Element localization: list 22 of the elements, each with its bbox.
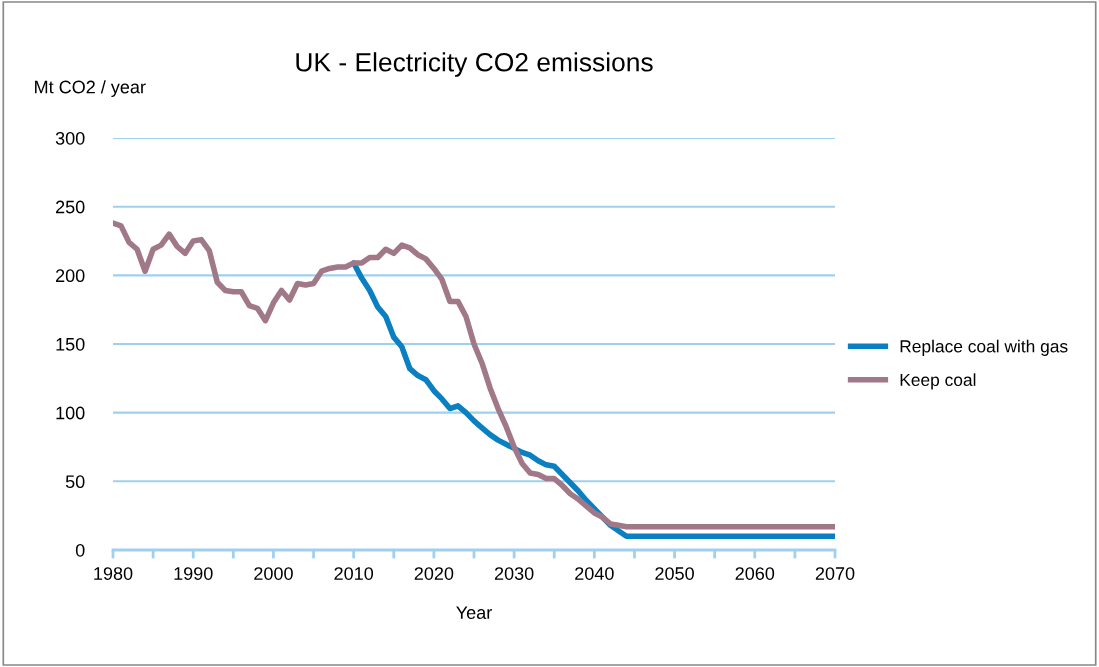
x-tick-label: 2070 [815,567,855,580]
y-tick-label: 300 [55,131,85,145]
x-axis-title: Year [456,606,492,619]
y-tick-label: 250 [56,200,85,214]
y-tick-label: 200 [56,269,85,283]
x-tick-label: 2040 [575,567,614,580]
y-tick-label: 150 [56,337,85,351]
x-tick-label: 2010 [334,567,374,580]
x-tick-label: 2030 [494,567,534,580]
legend-label: Replace coal with gas [900,339,1068,356]
y-axis-title: Mt CO2 / year [35,80,146,97]
x-tick-label: 2020 [414,567,454,580]
chart-title: UK - Electricity CO2 emissions [296,52,653,77]
x-tick-label: 1990 [174,567,213,580]
x-tick-label: 1980 [94,567,133,580]
x-tick-label: 2050 [655,567,694,580]
y-tick-label: 50 [65,475,85,489]
x-tick-label: 2060 [735,567,775,580]
y-tick-label: 100 [56,406,85,420]
legend-label: Keep coal [900,373,976,390]
x-tick-label: 2000 [254,567,293,580]
y-tick-label: 0 [75,543,85,557]
